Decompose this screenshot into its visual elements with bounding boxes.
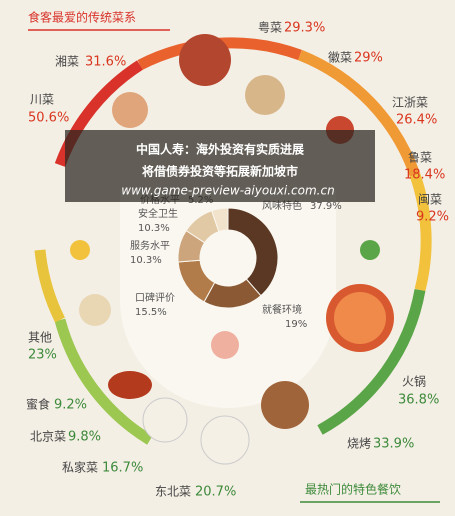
donut-value: 37.9% [310,201,342,212]
donut-value: 15.5% [135,307,167,318]
specialty-name: 北京菜 [30,430,66,444]
title: 食客最爱的传统菜系 [28,10,136,25]
cuisine-pct: 18.4% [404,168,445,183]
specialty-name: 火锅 [402,374,426,389]
specialty-pct: 20.7% [195,485,236,500]
donut [177,207,279,309]
donut-label: 风味特色 [262,199,302,212]
donut-label: 就餐环境 [262,303,302,316]
specialty-name: 私家菜 [62,460,98,475]
specialty-pct: 9.8% [68,430,101,445]
donut-slice [211,207,229,233]
cuisine-name: 江浙菜 [392,96,428,110]
banner-line: 中国人寿：海外投资有实质进展 [136,142,304,157]
specialty-name: 东北菜 [155,485,191,499]
cuisine-pct: 29.3% [284,21,325,36]
specialty-name: 其他 [28,331,52,345]
food-decor [70,34,394,465]
donut-value: 19% [285,319,307,330]
specialty-pct: 33.9% [373,437,414,452]
specialty-pct: 9.2% [54,398,87,413]
donut-value: 10.3% [138,223,170,234]
specialty-pct: 36.8% [398,393,439,408]
donut-label: 安全卫生 [138,207,178,220]
donut-value: 10.3% [130,255,162,266]
cuisine-name: 闽菜 [418,193,442,207]
donut-label: 口碑评价 [135,291,175,304]
cuisine-name: 湘菜 [55,54,79,69]
donut-label: 服务水平 [130,239,170,252]
banner-url: www.game-preview-aiyouxi.com.cn [121,184,334,198]
hot-title: 最热门的特色餐饮 [305,482,401,497]
cuisine-pct: 9.2% [416,210,449,225]
specialty-pct: 16.7% [102,461,143,476]
donut-slice [227,207,279,297]
cuisine-name: 川菜 [30,93,54,107]
specialty-pct: 23% [28,348,57,363]
cuisine-name: 鲁菜 [408,151,432,165]
specialty-name: 烧烤 [347,436,371,451]
cuisine-pct: 26.4% [396,113,437,128]
cuisine-name: 徽菜 [328,50,352,65]
cuisine-pct: 31.6% [85,55,126,70]
cuisine-pct: 29% [354,51,383,66]
banner-bg [65,130,375,202]
banner-line: 将借债券投资等拓展新加坡市 [142,164,298,179]
cuisine-name: 粤菜 [258,20,282,35]
specialty-name: 蜜食 [26,397,50,412]
cuisine-pct: 50.6% [28,111,69,126]
